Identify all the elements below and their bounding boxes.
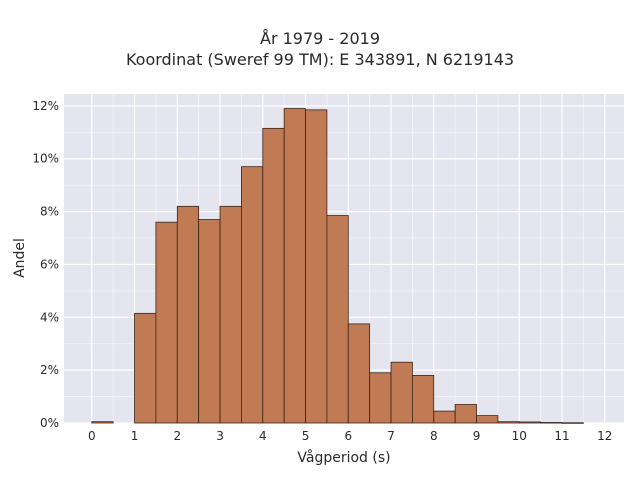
- y-tick-label: 4%: [40, 310, 59, 324]
- x-tick-label: 4: [259, 429, 267, 443]
- histogram-bar: [454, 404, 477, 424]
- histogram-bar: [198, 219, 221, 424]
- y-axis-label: Andel: [12, 238, 28, 278]
- x-tick-label: 0: [88, 429, 96, 443]
- x-tick-label: 12: [597, 429, 612, 443]
- x-axis-label: Vågperiod (s): [297, 449, 390, 466]
- histogram-bar: [347, 323, 371, 424]
- histogram-bar: [219, 205, 242, 424]
- histogram-bar: [540, 422, 563, 424]
- histogram-bar: [518, 421, 542, 424]
- y-tick-label: 12%: [32, 99, 59, 113]
- chart-title-line-1: År 1979 - 2019: [260, 29, 380, 48]
- y-axis-ticks: 0% 2% 4% 6% 8% 10% 12%: [32, 99, 59, 430]
- histogram-bar: [134, 312, 157, 424]
- histogram-bar: [241, 166, 264, 424]
- x-tick-label: 6: [344, 429, 352, 443]
- histogram-bar: [305, 109, 328, 424]
- y-tick-label: 0%: [40, 416, 59, 430]
- y-tick-label: 10%: [32, 152, 59, 166]
- histogram-bar: [369, 372, 392, 424]
- x-tick-label: 2: [173, 429, 181, 443]
- histogram-bar: [497, 421, 520, 424]
- histogram-bar: [176, 205, 200, 424]
- histogram-bar: [262, 127, 285, 424]
- histogram-bar: [433, 410, 456, 424]
- x-tick-label: 3: [216, 429, 224, 443]
- histogram-bar: [91, 421, 114, 424]
- histogram-bar: [411, 375, 435, 424]
- x-tick-label: 1: [131, 429, 139, 443]
- histogram-bar: [390, 361, 413, 424]
- x-tick-label: 7: [387, 429, 395, 443]
- histogram-bar: [561, 422, 584, 424]
- chart-title-line-2: Koordinat (Sweref 99 TM): E 343891, N 62…: [125, 50, 515, 69]
- y-tick-label: 6%: [40, 257, 59, 271]
- x-tick-label: 9: [473, 429, 481, 443]
- x-tick-label: 8: [430, 429, 438, 443]
- y-tick-label: 2%: [40, 363, 59, 377]
- histogram-bar: [326, 215, 349, 424]
- histogram-bar: [476, 415, 499, 424]
- histogram-bar: [155, 221, 178, 424]
- x-tick-label: 10: [512, 429, 527, 443]
- x-tick-label: 11: [554, 429, 569, 443]
- histogram-bar: [283, 108, 306, 424]
- bars: [91, 108, 584, 424]
- x-axis-ticks: 0 1 2 3 4 5 6 7 8 9 10 11 12: [88, 429, 612, 443]
- x-tick-label: 5: [302, 429, 310, 443]
- y-tick-label: 8%: [40, 205, 59, 219]
